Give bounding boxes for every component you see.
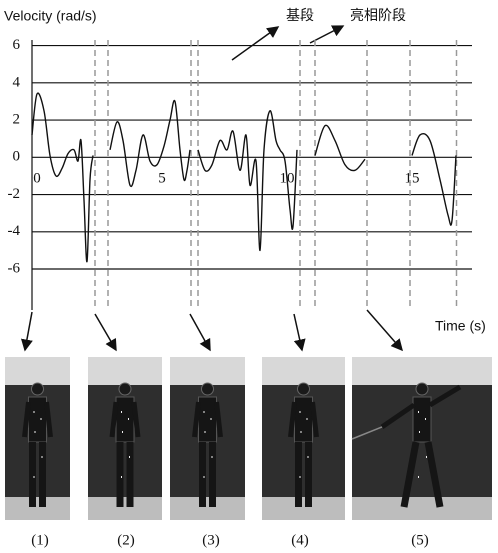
arrow xyxy=(293,313,306,352)
x-tick-label: 0 xyxy=(33,171,41,187)
velocity-line xyxy=(31,92,457,263)
panel-label: (1) xyxy=(31,532,49,548)
figure-head xyxy=(201,382,214,396)
figure-head xyxy=(297,382,310,396)
figure-head xyxy=(415,382,429,396)
figure-body xyxy=(294,396,313,443)
figure-body xyxy=(412,396,432,443)
photo-floor xyxy=(88,497,162,520)
panel-label: (3) xyxy=(202,532,220,548)
figure-legs xyxy=(29,442,46,507)
figure-body xyxy=(28,396,47,443)
y-tick-label: -4 xyxy=(8,223,21,239)
figure-markers xyxy=(121,411,130,478)
photo xyxy=(351,357,492,520)
annotation-arrow xyxy=(231,26,280,61)
figure-markers xyxy=(33,411,43,478)
photo xyxy=(170,357,245,520)
y-tick-label: 6 xyxy=(13,37,21,53)
figure-arms xyxy=(288,401,319,438)
x-tick-label: 5 xyxy=(158,171,166,187)
annotation: 亮相阶段 xyxy=(350,7,406,24)
figure-legs xyxy=(199,442,216,507)
panel-label: (4) xyxy=(291,532,309,548)
panel-label: (2) xyxy=(117,532,135,548)
figure-arms xyxy=(192,401,223,438)
figure-legs xyxy=(400,441,444,508)
figure-legs xyxy=(116,442,134,507)
arrow xyxy=(21,311,33,352)
y-tick-label: 4 xyxy=(13,74,21,90)
y-axis-label: Velocity (rad/s) xyxy=(4,8,97,24)
figure-arm xyxy=(380,402,416,430)
photos xyxy=(5,357,492,520)
panel-label: (5) xyxy=(411,532,429,548)
arrow xyxy=(94,313,117,352)
figure-legs xyxy=(295,442,312,507)
figure-arms xyxy=(109,401,141,438)
photo-floor xyxy=(170,497,245,520)
y-tick-label: -6 xyxy=(8,260,21,276)
figure-body xyxy=(115,396,135,443)
figure-head xyxy=(118,382,132,396)
photo-floor xyxy=(352,497,492,520)
figure-arm xyxy=(428,384,462,408)
photo xyxy=(88,357,162,520)
figure-head xyxy=(31,382,44,396)
photo xyxy=(262,357,345,520)
arrow xyxy=(366,309,403,352)
figure-markers xyxy=(203,411,213,478)
figure-markers xyxy=(418,411,427,478)
y-tick-label: -2 xyxy=(8,186,21,202)
y-tick-label: 0 xyxy=(13,149,21,165)
panel-arrows xyxy=(21,309,403,352)
x-axis-label: Time (s) xyxy=(435,318,486,334)
arrow xyxy=(189,313,211,352)
figure-arms xyxy=(22,401,53,438)
annotation: 基段 xyxy=(286,7,314,24)
figure-markers xyxy=(299,411,309,478)
y-tick-label: 2 xyxy=(13,112,21,128)
photo-floor xyxy=(262,497,345,520)
photo xyxy=(5,357,70,520)
photo-floor xyxy=(5,497,70,520)
x-tick-label: 15 xyxy=(405,171,420,187)
prop xyxy=(351,426,383,440)
figure-body xyxy=(198,396,217,443)
